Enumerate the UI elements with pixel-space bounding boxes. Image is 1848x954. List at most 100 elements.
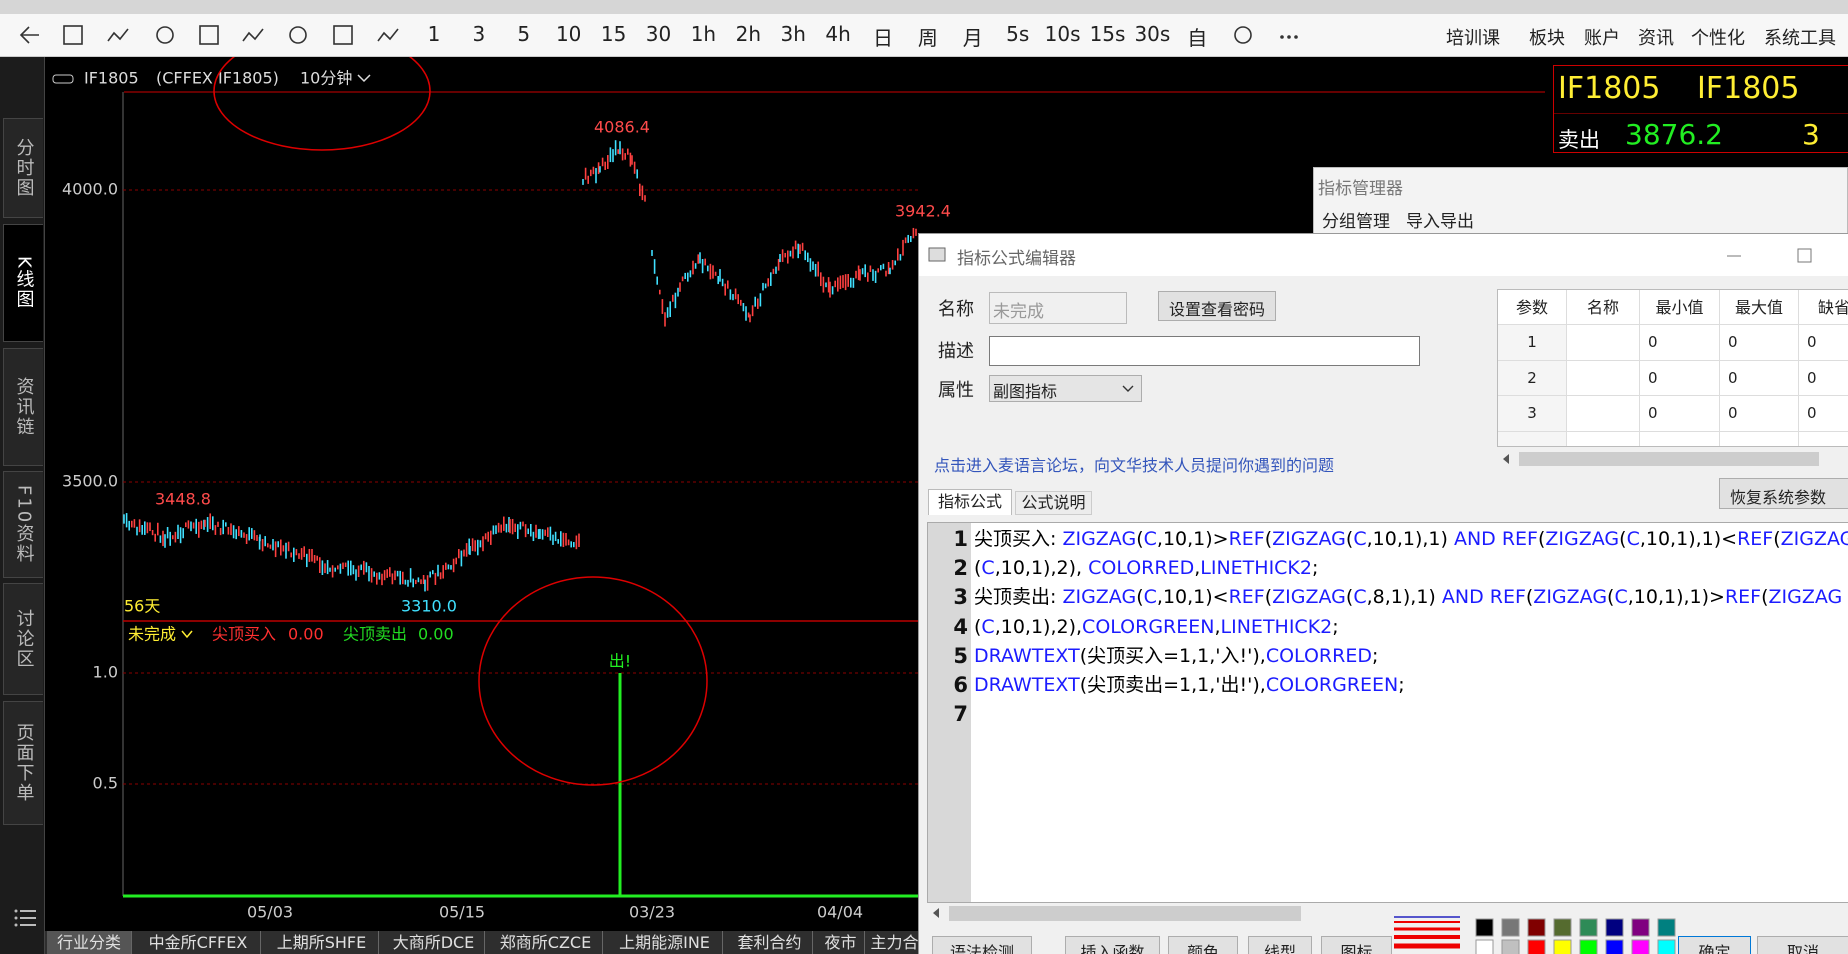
code-function: C (981, 557, 995, 580)
period-button[interactable]: 周 (917, 26, 938, 50)
code-function: DRAWTEXT (974, 644, 1080, 667)
menu-item[interactable]: 培训课 (1446, 28, 1500, 49)
table-cell (1720, 431, 1799, 446)
manager-menu[interactable]: 导入导出 (1406, 212, 1474, 232)
table-cell: 0 (1799, 361, 1848, 396)
confirm-button[interactable]: 确定 (1678, 936, 1751, 954)
sidebar-tab[interactable]: 分时图 (3, 118, 43, 218)
period-button[interactable]: 30s (1134, 22, 1171, 46)
code-function: COLORGREEN (1265, 674, 1399, 696)
market-tab[interactable]: 套利合约 (727, 931, 813, 954)
editor-title: 指标公式编辑器 (957, 249, 1076, 269)
period-button[interactable]: 日 (873, 26, 893, 50)
market-tab[interactable]: 主力合 (869, 931, 921, 954)
menu-item[interactable]: 系统工具 (1764, 28, 1836, 49)
period-button[interactable]: 10 (555, 22, 582, 46)
quote-divider (1554, 113, 1848, 114)
code-text: (尖顶卖出=1,1,'出!'), (1079, 674, 1266, 696)
button-label: 恢复系统参数 (1730, 488, 1827, 507)
code-function: DRAWTEXT (974, 674, 1080, 696)
day-count: 56天 (124, 597, 160, 616)
editor-button[interactable]: 语法检测 (932, 936, 1032, 954)
line-number: 7 (953, 702, 968, 727)
password-button[interactable]: 设置查看密码 (1158, 291, 1276, 321)
color-swatch (1501, 939, 1520, 954)
period-button[interactable]: 月 (962, 26, 983, 50)
attr-select[interactable]: 副图指标 (989, 375, 1142, 402)
editor-button[interactable]: 颜色 (1168, 936, 1238, 954)
market-tab[interactable]: 夜市 (817, 931, 865, 954)
forum-link[interactable]: 点击进入麦语言论坛，向文华技术人员提问你遇到的问题 (934, 456, 1335, 475)
line-number: 5 (953, 643, 968, 668)
market-tab[interactable]: 郑商所CZCE (489, 931, 603, 954)
manager-menu[interactable]: 分组管理 (1322, 212, 1390, 232)
sidebar-tab[interactable]: 资讯链 (3, 348, 43, 466)
market-tab[interactable]: 上期能源INE (607, 931, 723, 954)
scroll-thumb[interactable] (1519, 452, 1819, 466)
code-text: ; (1398, 674, 1405, 696)
code-text: ( (1619, 528, 1627, 550)
code-text: ,10,1),2), (994, 557, 1089, 580)
scroll-left[interactable] (1503, 454, 1509, 464)
sidebar-tab[interactable]: K线图 (3, 224, 43, 342)
price-label: 4086.4 (594, 118, 650, 137)
market-tab[interactable]: 大商所DCE (383, 931, 485, 954)
color-swatch (1605, 939, 1624, 954)
glyph (377, 28, 399, 42)
period-button[interactable]: 5 (517, 22, 531, 46)
line-number: 1 (953, 527, 968, 551)
name-input[interactable]: 未完成 (989, 292, 1127, 324)
scroll-thumb[interactable] (949, 906, 1301, 921)
scroll-left[interactable] (933, 908, 939, 918)
color-swatch (1501, 918, 1520, 937)
sidebar-tab[interactable]: 页面下单 (3, 701, 43, 825)
code-text: ; (1311, 557, 1319, 580)
period-button[interactable]: 15 (600, 22, 627, 46)
desc-input[interactable] (989, 336, 1420, 366)
sidebar-tab[interactable]: F10资料 (3, 471, 43, 578)
editor-button[interactable]: 图标 (1321, 936, 1392, 954)
menu-item[interactable]: 板块 (1529, 28, 1565, 49)
cancel-button[interactable]: 取消 (1757, 936, 1848, 954)
code-text: ,8,1),1) (1366, 586, 1442, 609)
color-swatch (1631, 939, 1650, 954)
period-button[interactable]: 3h (780, 22, 806, 46)
period-button[interactable]: 自 (1187, 26, 1208, 50)
restore-button[interactable]: 恢复系统参数 (1719, 478, 1848, 509)
period-button[interactable]: 5s (1006, 22, 1030, 46)
code-function: REF (1228, 586, 1265, 609)
period-button[interactable]: 30 (645, 22, 672, 46)
market-tab[interactable]: 行业分类 (47, 931, 132, 954)
editor-tab[interactable]: 公式说明 (1015, 491, 1092, 515)
annotation-circle (478, 576, 708, 786)
link-icon (52, 74, 74, 84)
code-editor[interactable]: 1 尖顶买入: ZIGZAG(C,10,1)>REF(ZIGZAG(C,10,1)… (927, 522, 1848, 903)
title-strip (0, 0, 1848, 14)
period-button[interactable]: 10s (1044, 22, 1081, 46)
period-button[interactable]: 4h (825, 22, 851, 46)
market-tab-bar: 行业分类 中金所CFFEX 上期所SHFE 大商所DCE 郑商所CZCE 上期能源INE 套… (45, 931, 921, 954)
period-button[interactable]: 1h (690, 22, 717, 46)
code-text: ,10,1),1)< (1639, 528, 1738, 550)
period-button[interactable]: 15s (1089, 22, 1126, 46)
table-header: 最大值 (1720, 290, 1799, 325)
manager-title: 指标管理器 (1318, 179, 1403, 199)
editor-button[interactable]: 插入函数 (1065, 936, 1160, 954)
market-tab[interactable]: 上期所SHFE (265, 931, 379, 954)
table-cell (1640, 431, 1720, 446)
period-button[interactable]: 1 (427, 22, 441, 46)
menu-item[interactable]: 个性化 (1691, 28, 1745, 49)
code-function: AND REF (1453, 528, 1538, 550)
market-tab[interactable]: 中金所CFFEX (136, 931, 261, 954)
editor-tab[interactable]: 指标公式 (928, 489, 1012, 515)
sidebar-tab[interactable]: 讨论区 (3, 583, 43, 695)
tool-icon (199, 25, 219, 45)
period-button[interactable]: 3 (472, 22, 486, 46)
menu-item[interactable]: 资讯 (1638, 28, 1674, 49)
code-text: ( (1136, 586, 1144, 609)
menu-item[interactable]: 账户 (1584, 28, 1620, 49)
line-number: 6 (953, 673, 968, 697)
editor-button[interactable]: 线型 (1248, 936, 1312, 954)
period-button[interactable]: 2h (735, 22, 761, 46)
quote-name: IF1805 (1697, 71, 1800, 106)
